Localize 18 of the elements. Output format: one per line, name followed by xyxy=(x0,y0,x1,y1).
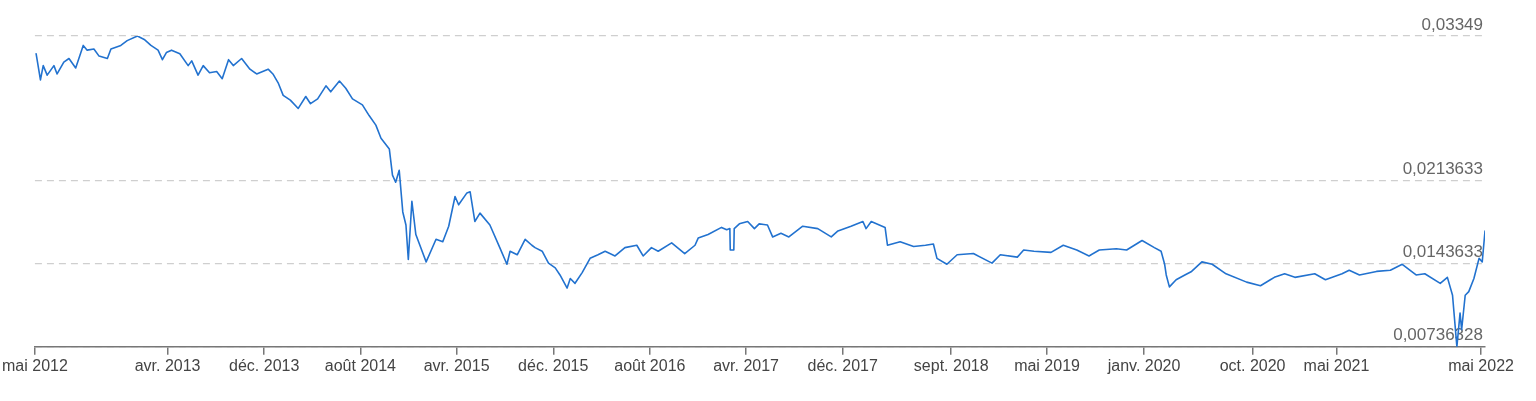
x-tick-label: déc. 2013 xyxy=(229,356,300,374)
y-tick-label: 0,03349 xyxy=(1421,14,1483,34)
x-tick-label: oct. 2020 xyxy=(1219,356,1286,374)
x-tick-label: mai 2019 xyxy=(1014,356,1081,374)
x-tick-label: avr. 2013 xyxy=(134,356,201,374)
x-tick-label: déc. 2015 xyxy=(518,356,589,374)
x-tick-label: mai 2021 xyxy=(1303,356,1370,374)
x-tick-label: août 2016 xyxy=(614,356,686,374)
x-tick-label: mai 2012 xyxy=(2,356,68,374)
y-tick-label: 0,0213633 xyxy=(1402,158,1483,178)
x-tick-label: avr. 2015 xyxy=(423,356,490,374)
x-tick-label: août 2014 xyxy=(324,356,397,374)
x-tick-label: janv. 2020 xyxy=(1106,356,1181,374)
x-tick-label: mai 2022 xyxy=(1448,356,1515,374)
x-tick-label: sept. 2018 xyxy=(913,356,989,374)
x-tick-label: avr. 2017 xyxy=(713,356,780,374)
y-tick-label: 0,0143633 xyxy=(1402,242,1483,262)
x-tick-label: déc. 2017 xyxy=(807,356,878,374)
